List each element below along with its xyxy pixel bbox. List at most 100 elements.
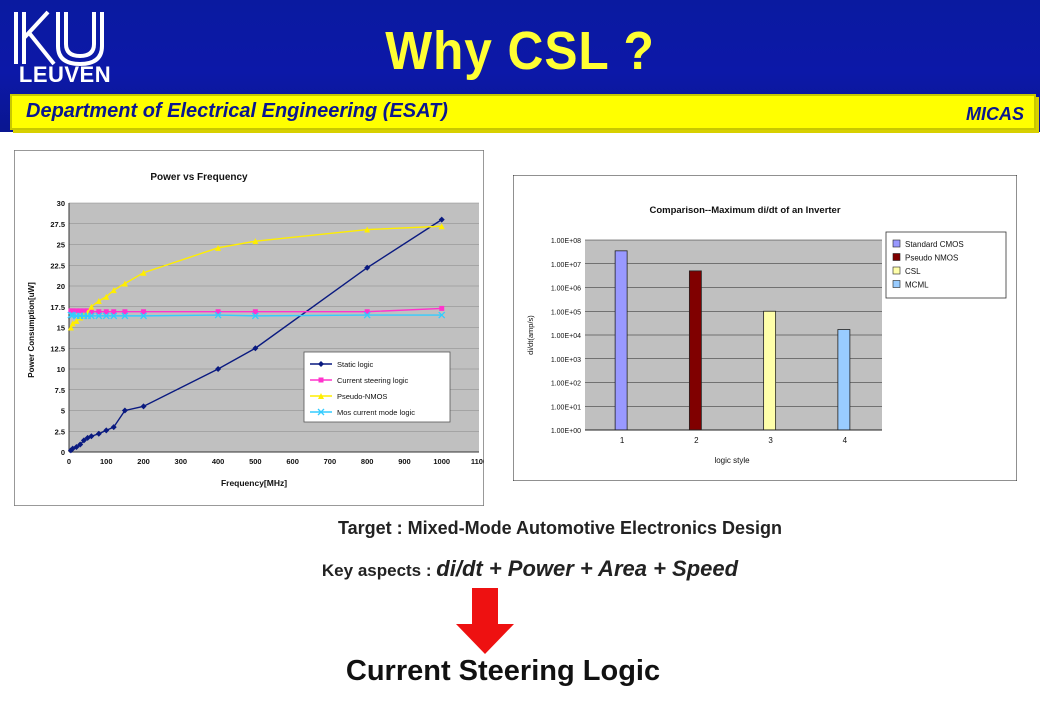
y-tick-label: 10 <box>57 365 65 374</box>
data-point <box>364 264 371 271</box>
y-axis-label: Power Consumption[uW] <box>27 282 36 378</box>
slide-title: Why CSL ? <box>385 21 655 81</box>
legend-swatch <box>892 239 901 248</box>
legend-entry: CSL <box>905 267 921 276</box>
chart-title: Comparison--Maximum di/dt of an Inverter <box>649 205 840 216</box>
data-point <box>69 320 76 327</box>
data-point <box>122 309 128 315</box>
legend-entry: Pseudo NMOS <box>905 254 958 263</box>
series-line <box>70 219 443 451</box>
y-tick-label: 0 <box>61 448 65 457</box>
key-aspects-text: di/dt + Power + Area + Speed <box>436 556 739 581</box>
data-point <box>439 305 445 311</box>
target-label: Target <box>337 518 392 538</box>
data-point <box>252 238 259 245</box>
data-point <box>77 308 83 314</box>
data-point <box>121 407 128 414</box>
data-point <box>73 444 80 451</box>
x-tick-label: 800 <box>361 457 374 466</box>
y-tick-label: 1.00E+04 <box>551 333 581 340</box>
x-tick-label: 2 <box>694 436 699 445</box>
data-point <box>364 309 370 315</box>
data-point <box>73 308 79 314</box>
legend-marker <box>317 408 325 416</box>
data-point <box>215 366 222 372</box>
data-point <box>70 308 76 314</box>
data-point <box>251 312 259 320</box>
data-point <box>73 317 80 324</box>
legend-swatch <box>892 280 901 288</box>
data-point <box>141 309 147 315</box>
bar <box>763 310 777 431</box>
y-tick-label: 22.5 <box>50 261 65 270</box>
slide-header: LEUVEN Why CSL ? Department of Electrica… <box>0 0 1040 132</box>
legend-entry: Current steering logic <box>337 376 409 385</box>
y-tick-label: 1.00E+01 <box>551 404 581 411</box>
y-tick-label: 25 <box>57 241 65 250</box>
y-tick-label: 30 <box>57 199 65 208</box>
data-point <box>111 309 117 315</box>
x-tick-label: 600 <box>286 457 299 466</box>
data-point <box>103 293 110 300</box>
key-aspects-line: Key aspects : di/dt + Power + Area + Spe… <box>0 556 1040 582</box>
legend-marker <box>318 361 324 367</box>
legend-entry: Standard CMOS <box>905 240 964 249</box>
data-point <box>215 309 221 315</box>
x-tick-label: 200 <box>137 457 150 466</box>
y-tick-label: 1.00E+03 <box>551 357 581 364</box>
data-point <box>88 303 95 310</box>
group-name: MICAS <box>966 104 1024 124</box>
x-tick-label: 4 <box>843 436 848 445</box>
y-tick-label: 1.00E+06 <box>551 286 581 293</box>
bar <box>837 329 851 431</box>
bar <box>614 250 628 431</box>
data-point <box>67 311 75 319</box>
target-line: Target : Mixed-Mode Automotive Electroni… <box>0 518 1040 539</box>
data-point <box>88 309 94 315</box>
x-axis-label: Frequency[MHz] <box>221 478 287 488</box>
data-point <box>88 433 95 440</box>
x-tick-label: 700 <box>324 457 337 466</box>
y-tick-label: 1.00E+00 <box>551 428 581 435</box>
down-arrow-icon <box>456 588 514 654</box>
y-tick-label: 1.00E+08 <box>551 238 581 245</box>
data-point <box>438 216 445 223</box>
data-point <box>96 309 102 315</box>
department-name: Department of Electrical Engineering (ES… <box>26 100 448 122</box>
x-tick-label: 3 <box>768 436 773 445</box>
y-axis-label: di/dt(amp/s) <box>526 315 535 355</box>
data-point <box>67 324 74 331</box>
legend-swatch <box>892 266 901 275</box>
bar <box>688 270 702 431</box>
y-tick-label: 1.00E+02 <box>551 381 581 388</box>
data-point <box>77 441 84 448</box>
x-tick-label: 100 <box>100 457 113 466</box>
data-point <box>252 345 259 352</box>
data-point <box>81 308 87 314</box>
ku-logo-icon <box>14 10 104 67</box>
y-tick-label: 17.5 <box>50 303 65 312</box>
key-aspects-colon: : <box>425 561 432 580</box>
data-point <box>363 311 371 319</box>
y-tick-label: 1.00E+07 <box>551 262 581 269</box>
data-point <box>87 312 95 320</box>
data-point <box>80 437 87 444</box>
data-point <box>140 269 147 276</box>
legend-entry: MCML <box>905 281 929 290</box>
y-tick-label: 5 <box>61 407 65 416</box>
legend-swatch <box>892 253 901 261</box>
data-point <box>121 280 128 287</box>
y-tick-label: 7.5 <box>55 386 65 395</box>
y-tick-label: 12.5 <box>50 344 65 353</box>
data-point <box>214 311 222 319</box>
x-axis-label: logic style <box>714 456 750 465</box>
data-point <box>110 287 117 294</box>
legend-marker <box>318 393 324 399</box>
y-tick-label: 1.00E+05 <box>551 309 581 316</box>
data-point <box>215 244 222 251</box>
data-point <box>252 309 258 315</box>
data-point <box>103 309 109 315</box>
data-point <box>95 312 103 320</box>
data-point <box>103 427 110 434</box>
